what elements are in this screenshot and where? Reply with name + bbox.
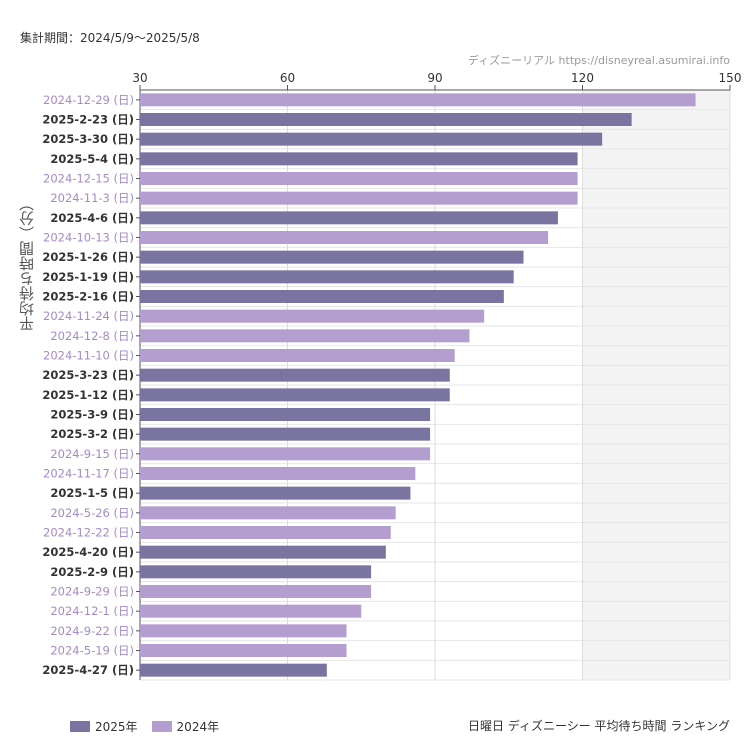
category-label: 2024-10-13 (日) (43, 231, 134, 245)
bar (140, 506, 396, 520)
bar (140, 565, 372, 579)
category-label: 2025-1-5 (日) (50, 486, 134, 500)
category-label: 2024-11-17 (日) (43, 467, 134, 481)
bar (140, 486, 411, 500)
category-label: 2025-4-20 (日) (42, 545, 134, 559)
bar (140, 526, 391, 539)
category-label: 2025-3-30 (日) (42, 132, 134, 146)
category-label: 2024-11-10 (日) (43, 349, 134, 363)
category-label: 2025-2-16 (日) (42, 290, 134, 304)
x-tick-label: 90 (427, 71, 442, 85)
legend-item-2025[interactable]: 2025年 (70, 718, 138, 735)
x-tick-label: 60 (280, 71, 295, 85)
category-label: 2025-3-9 (日) (50, 408, 134, 422)
category-label: 2025-1-12 (日) (42, 388, 134, 402)
bar (140, 231, 549, 244)
category-label: 2025-4-6 (日) (50, 211, 134, 225)
legend-swatch-2024 (151, 721, 172, 732)
bar (140, 644, 347, 657)
bar (140, 250, 524, 264)
legend-item-2024[interactable]: 2024年 (151, 718, 220, 735)
category-label: 2024-9-22 (日) (50, 624, 134, 638)
category-label: 2024-11-24 (日) (43, 309, 134, 323)
bar (140, 309, 485, 323)
bar (140, 349, 455, 362)
category-label: 2024-12-29 (日) (43, 93, 134, 107)
bar (140, 270, 514, 284)
bar (140, 211, 558, 225)
category-label: 2024-9-15 (日) (50, 447, 134, 461)
category-label: 2025-3-23 (日) (42, 368, 134, 382)
bar (140, 132, 603, 146)
category-label: 2025-1-19 (日) (42, 270, 134, 284)
chart-footer-title: 日曜日 ディズニーシー 平均待ち時間 ランキング (467, 719, 730, 733)
x-tick-label: 30 (132, 71, 147, 85)
bar (140, 427, 431, 441)
bar (140, 408, 431, 421)
category-label: 2024-12-15 (日) (43, 172, 134, 186)
bar (140, 191, 578, 205)
bar (140, 447, 431, 461)
category-label: 2025-3-2 (日) (50, 427, 134, 441)
bar (140, 93, 696, 107)
category-label: 2024-12-8 (日) (50, 329, 134, 343)
category-label: 2025-5-4 (日) (50, 152, 134, 166)
legend-swatch-2025 (70, 721, 90, 732)
bar (140, 368, 450, 382)
bar (140, 388, 450, 402)
bar (140, 545, 386, 559)
bar (140, 329, 470, 343)
bar (140, 152, 578, 166)
category-label: 2024-9-29 (日) (50, 585, 134, 599)
period-label: 集計期間：2024/5/9～2025/5/8 (20, 31, 200, 45)
category-label: 2025-4-27 (日) (42, 663, 134, 677)
bar (140, 604, 362, 618)
legend-label-2024: 2024年 (176, 720, 220, 734)
bar (140, 663, 327, 677)
category-label: 2025-2-23 (日) (42, 113, 134, 127)
bar (140, 113, 632, 126)
category-label: 2024-12-22 (日) (43, 526, 134, 540)
x-tick-label: 120 (571, 71, 594, 85)
category-label: 2024-12-1 (日) (50, 604, 134, 618)
bar (140, 172, 578, 185)
site-credit: ディズニーリアル https://disneyreal.asumirai.inf… (467, 54, 730, 67)
category-label: 2025-2-9 (日) (50, 565, 134, 579)
bar (140, 585, 372, 598)
bar (140, 290, 504, 303)
category-label: 2024-11-3 (日) (50, 191, 134, 205)
legend: 2025年 2024年 (70, 718, 219, 735)
category-label: 2025-1-26 (日) (42, 250, 134, 264)
category-label: 2024-5-26 (日) (50, 506, 134, 520)
category-label: 2024-5-19 (日) (50, 644, 134, 658)
x-tick-label: 150 (719, 71, 742, 85)
bar (140, 624, 347, 638)
legend-label-2025: 2025年 (95, 720, 138, 734)
bar (140, 467, 416, 480)
